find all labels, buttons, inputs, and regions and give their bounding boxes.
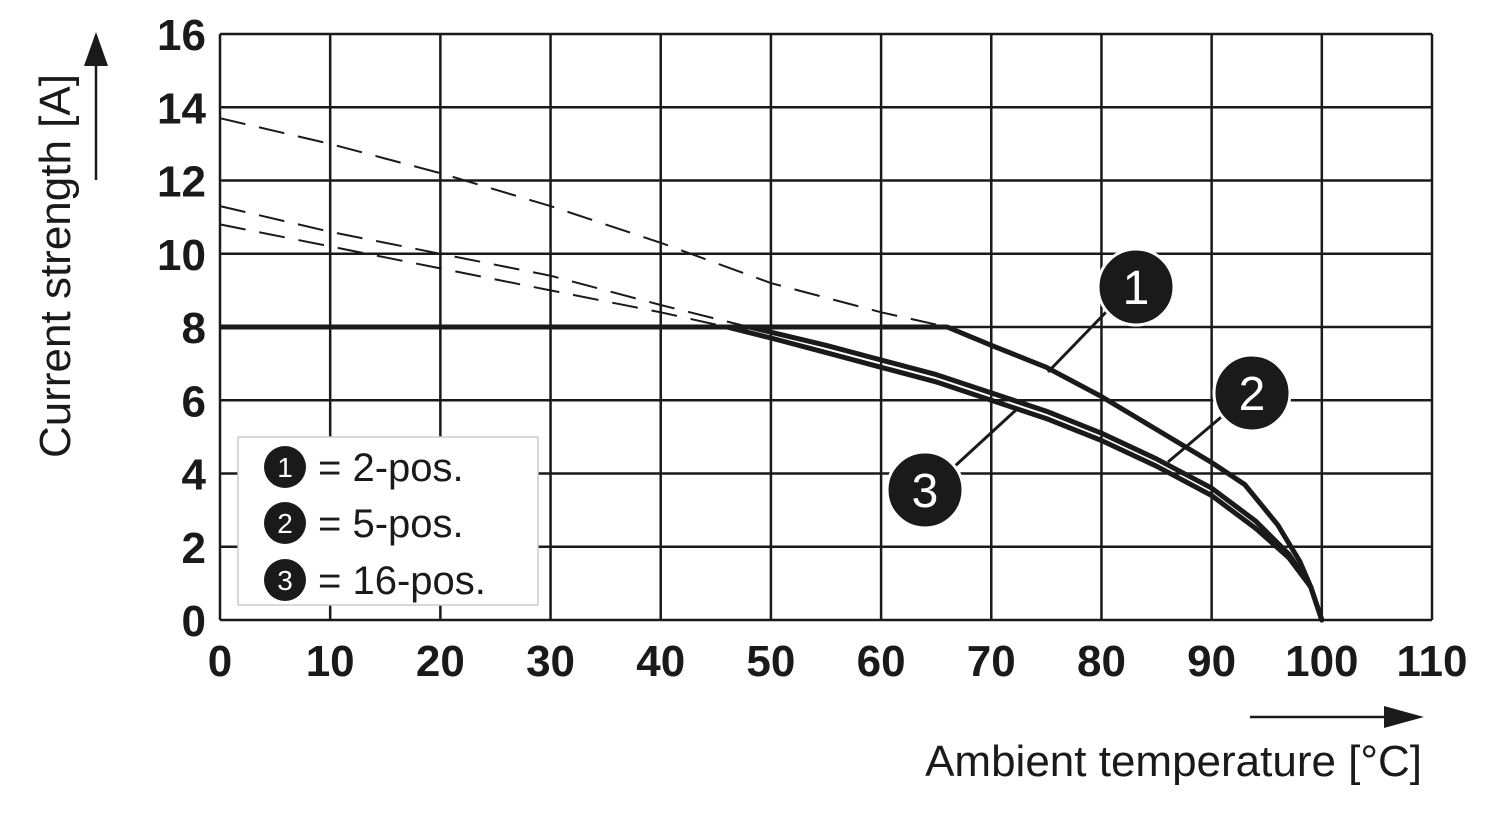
legend-marker-1 [264, 446, 306, 488]
x-tick-label: 80 [1077, 637, 1126, 686]
y-axis-title: Current strength [A] [31, 74, 80, 458]
x-tick-label: 100 [1285, 637, 1358, 686]
x-tick-label: 50 [746, 637, 795, 686]
x-axis-title: Ambient temperature [°C] [925, 737, 1422, 786]
callout-leader-3 [953, 408, 1018, 468]
y-tick-label: 8 [182, 304, 206, 353]
legend: 1 = 2-pos. 2 = 5-pos. 3 = 16-pos. [237, 436, 539, 606]
series-3-solid-line [724, 324, 1325, 623]
x-tick-label: 30 [526, 637, 575, 686]
y-axis-arrow [84, 32, 108, 180]
series-1-solid-line [944, 324, 1325, 623]
callout-marker-1 [1096, 247, 1176, 327]
y-tick-label: 4 [182, 451, 207, 500]
x-tick-label: 90 [1187, 637, 1236, 686]
series-2-dashed-line [219, 205, 750, 328]
legend-item-2: 2 = 5-pos. [264, 502, 464, 546]
y-tick-labels: 0 2 4 6 8 10 12 14 16 [157, 11, 206, 646]
callout-leader-1 [1046, 306, 1112, 374]
y-tick-label: 16 [157, 11, 206, 60]
legend-item-1: 1 = 2-pos. [264, 446, 464, 490]
legend-label-1: = 2-pos. [318, 446, 464, 490]
x-tick-labels: 0 10 20 30 40 50 60 70 80 90 100 110 [208, 637, 1468, 686]
series-1-dashed-line [219, 117, 948, 328]
legend-marker-2-label: 2 [277, 508, 293, 539]
legend-marker-3 [264, 559, 306, 601]
x-tick-label: 20 [416, 637, 465, 686]
series-2-solid-line [746, 324, 1325, 623]
curves [219, 117, 1325, 623]
callout-marker-2 [1212, 353, 1292, 433]
y-tick-label: 0 [182, 597, 206, 646]
legend-item-3: 3 = 16-pos. [264, 559, 486, 603]
x-tick-label: 110 [1397, 637, 1468, 686]
callout-marker-1-label: 1 [1123, 262, 1150, 315]
legend-label-3: = 16-pos. [318, 559, 486, 603]
callout-marker-3 [885, 450, 965, 530]
x-tick-label: 60 [857, 637, 906, 686]
x-tick-label: 10 [306, 637, 355, 686]
callout-marker-3-label: 3 [912, 465, 939, 518]
x-axis-arrow [1250, 706, 1424, 728]
legend-marker-3-label: 3 [277, 565, 293, 596]
x-tick-label: 40 [636, 637, 685, 686]
callout-marker-2-label: 2 [1239, 368, 1266, 421]
legend-label-2: = 5-pos. [318, 502, 464, 546]
series-3-dashed-line [219, 223, 728, 328]
y-tick-label: 10 [157, 231, 206, 280]
legend-marker-1-label: 1 [277, 452, 293, 483]
curve-callouts: 1 2 3 [885, 247, 1292, 530]
y-tick-label: 6 [182, 377, 206, 426]
y-tick-label: 14 [157, 84, 206, 133]
y-tick-label: 2 [182, 524, 206, 573]
y-tick-label: 12 [157, 158, 206, 207]
legend-marker-2 [264, 502, 306, 544]
x-tick-label: 0 [208, 637, 232, 686]
x-tick-label: 70 [967, 637, 1016, 686]
